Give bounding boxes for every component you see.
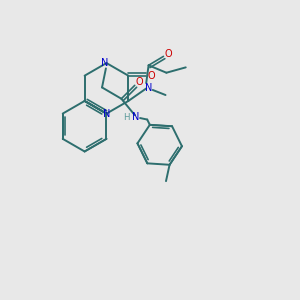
Text: H: H xyxy=(123,113,130,122)
Text: N: N xyxy=(103,109,110,118)
Text: O: O xyxy=(165,49,172,59)
Text: O: O xyxy=(135,77,143,87)
Text: N: N xyxy=(132,112,139,122)
Text: O: O xyxy=(148,71,155,81)
Text: N: N xyxy=(146,83,153,93)
Text: N: N xyxy=(101,58,109,68)
